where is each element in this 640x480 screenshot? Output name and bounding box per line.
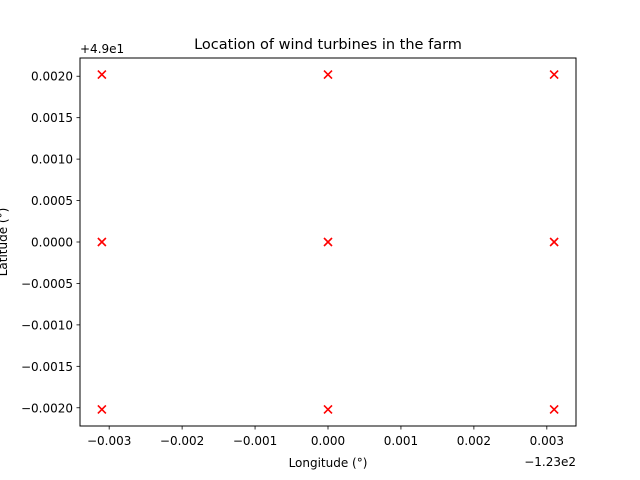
x-tick-label: −0.001 (233, 434, 277, 448)
y-tick-label: 0.0020 (31, 70, 73, 84)
turbine-marker (549, 404, 559, 414)
turbine-marker (549, 237, 559, 247)
y-tick-label: 0.0015 (31, 111, 73, 125)
x-tick-label: 0.001 (384, 434, 418, 448)
y-tick-label: −0.0010 (21, 318, 73, 332)
y-tick-label: 0.0005 (31, 194, 73, 208)
turbine-marker (549, 70, 559, 80)
x-tick-label: 0.000 (311, 434, 345, 448)
turbine-marker (323, 237, 333, 247)
x-tick-label: 0.002 (457, 434, 491, 448)
y-tick-label: −0.0020 (21, 401, 73, 415)
turbine-marker (323, 70, 333, 80)
y-offset-label: +4.9e1 (80, 42, 124, 56)
turbine-marker (97, 237, 107, 247)
y-tick-label: −0.0005 (21, 277, 73, 291)
x-axis-label: Longitude (°) (289, 456, 368, 470)
y-tick-label: −0.0015 (21, 360, 73, 374)
turbine-marker (323, 404, 333, 414)
plot-frame (79, 57, 577, 427)
y-axis-label: Latitude (°) (0, 208, 10, 277)
data-points (97, 70, 559, 414)
y-axis-ticks: 0.0020 0.0015 0.0010 0.0005 0.0000 −0.0005 −0.… (21, 70, 80, 415)
x-axis-ticks: −0.003 −0.002 −0.001 0.000 0.001 0.002 0.003 (87, 426, 564, 448)
y-tick-label: 0.0010 (31, 153, 73, 167)
y-tick-label: 0.0000 (31, 236, 73, 250)
x-tick-label: −0.003 (87, 434, 131, 448)
turbine-marker (97, 404, 107, 414)
x-tick-label: −0.002 (160, 434, 204, 448)
turbine-marker (97, 70, 107, 80)
chart-title: Location of wind turbines in the farm (194, 37, 462, 53)
x-tick-label: 0.003 (530, 434, 564, 448)
x-offset-label: −1.23e2 (524, 455, 576, 469)
